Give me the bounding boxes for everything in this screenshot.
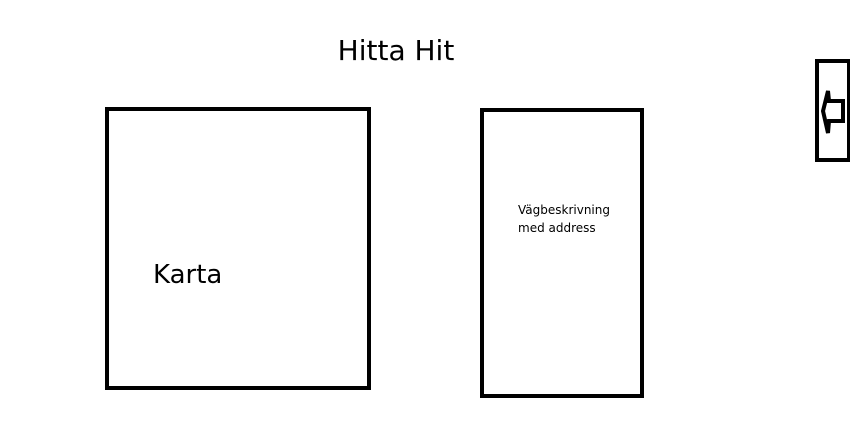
arrow-left-icon (820, 90, 845, 134)
map-container[interactable]: Karta (105, 107, 371, 390)
directions-text: Vägbeskrivning med address (518, 203, 610, 235)
map-label: Karta (153, 260, 223, 290)
directions-panel: Vägbeskrivning med address (480, 108, 644, 398)
back-button[interactable] (815, 59, 850, 162)
page-title: Hitta Hit (337, 34, 455, 67)
